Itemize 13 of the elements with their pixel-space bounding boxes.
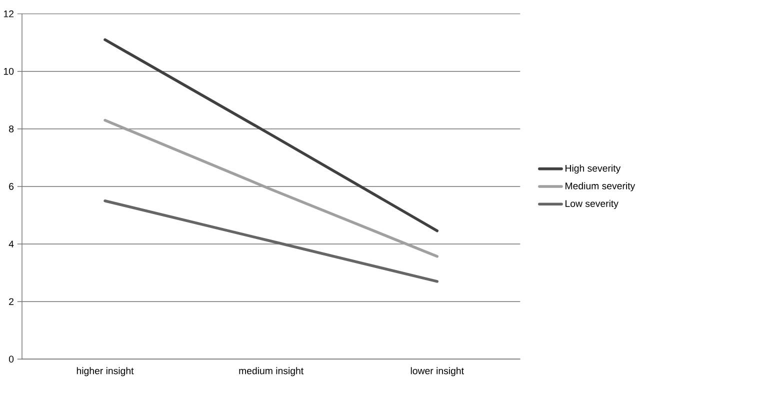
x-tick-label: lower insight xyxy=(410,367,464,376)
y-tick-label: 0 xyxy=(8,356,14,362)
y-tick-label: 8 xyxy=(9,125,14,132)
legend-label: Medium severity xyxy=(566,182,636,192)
y-tick-label: 4 xyxy=(8,240,14,248)
x-tick-label: higher insight xyxy=(76,367,134,376)
y-tick-label: 10 xyxy=(4,68,14,75)
legend-label: Low severity xyxy=(566,200,618,209)
x-tick-label: medium insight xyxy=(239,367,304,376)
y-tick-label: 2 xyxy=(9,298,14,305)
y-tick-label: 6 xyxy=(9,182,14,190)
y-tick-label: 12 xyxy=(4,10,14,18)
legend-label: High severity xyxy=(566,164,621,174)
